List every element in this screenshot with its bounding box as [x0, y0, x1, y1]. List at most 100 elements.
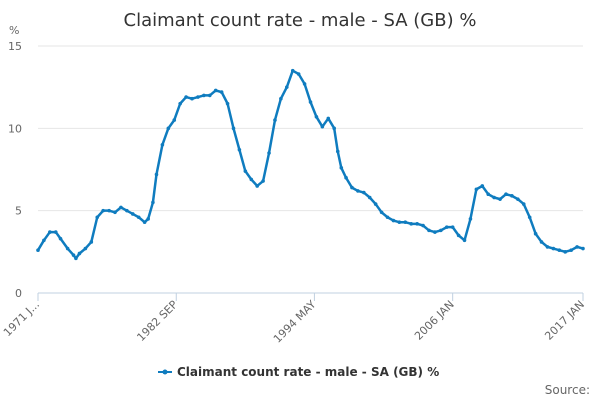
data-point[interactable] — [302, 82, 307, 86]
data-point[interactable] — [107, 208, 111, 213]
data-point[interactable] — [320, 124, 325, 129]
data-point[interactable] — [367, 195, 372, 200]
data-point[interactable] — [213, 88, 218, 93]
data-point[interactable] — [255, 184, 259, 188]
data-point[interactable] — [172, 118, 177, 122]
data-point[interactable] — [409, 222, 414, 226]
data-point[interactable] — [450, 225, 455, 229]
data-point[interactable] — [456, 233, 461, 238]
data-point[interactable] — [237, 147, 242, 152]
data-point[interactable] — [516, 197, 520, 201]
data-point[interactable] — [285, 85, 289, 89]
data-point[interactable] — [77, 251, 82, 256]
data-point[interactable] — [439, 228, 443, 233]
data-point[interactable] — [527, 215, 532, 220]
grid-lines — [38, 45, 583, 212]
data-point[interactable] — [160, 143, 165, 147]
data-point[interactable] — [521, 202, 526, 206]
data-point[interactable] — [385, 215, 390, 220]
data-point[interactable] — [184, 95, 188, 99]
data-point[interactable] — [196, 95, 200, 99]
data-point[interactable] — [474, 187, 479, 192]
data-point[interactable] — [53, 230, 58, 234]
data-point[interactable] — [379, 210, 384, 215]
data-point[interactable] — [249, 177, 254, 182]
data-point[interactable] — [290, 68, 295, 73]
data-point[interactable] — [350, 185, 354, 190]
data-point[interactable] — [462, 238, 467, 243]
data-point[interactable] — [207, 93, 212, 98]
data-point[interactable] — [510, 194, 514, 198]
x-tick-label: 2006 JAN — [412, 298, 457, 343]
data-point[interactable] — [296, 72, 301, 76]
data-point[interactable] — [563, 250, 568, 254]
data-point[interactable] — [202, 93, 206, 98]
data-point[interactable] — [362, 190, 366, 195]
data-point[interactable] — [480, 184, 485, 188]
data-point[interactable] — [504, 192, 508, 196]
data-point[interactable] — [569, 248, 573, 252]
data-point[interactable] — [444, 225, 449, 229]
data-point[interactable] — [433, 230, 437, 234]
data-point[interactable] — [498, 197, 502, 201]
data-point[interactable] — [243, 169, 248, 173]
data-point[interactable] — [113, 210, 117, 215]
data-point[interactable] — [415, 222, 419, 226]
data-point[interactable] — [373, 202, 378, 206]
data-point[interactable] — [468, 217, 473, 221]
data-point[interactable] — [146, 217, 150, 221]
data-point[interactable] — [314, 115, 319, 119]
data-point[interactable] — [279, 96, 283, 101]
data-point[interactable] — [119, 205, 123, 210]
data-point[interactable] — [58, 236, 63, 241]
data-point[interactable] — [551, 246, 556, 251]
data-point[interactable] — [125, 208, 129, 213]
data-point[interactable] — [421, 223, 425, 228]
data-point[interactable] — [261, 179, 265, 183]
data-point[interactable] — [326, 116, 331, 121]
data-point[interactable] — [486, 192, 491, 196]
data-point[interactable] — [71, 253, 76, 257]
data-point[interactable] — [308, 100, 313, 104]
data-point[interactable] — [36, 248, 40, 252]
data-point[interactable] — [332, 126, 337, 131]
data-point[interactable] — [581, 246, 585, 251]
data-point[interactable] — [344, 175, 348, 180]
legend[interactable]: Claimant count rate - male - SA (GB) % — [158, 365, 439, 379]
data-point[interactable] — [74, 256, 78, 261]
data-point[interactable] — [391, 218, 396, 223]
data-point[interactable] — [219, 90, 224, 94]
data-point[interactable] — [273, 118, 277, 122]
data-point[interactable] — [403, 220, 408, 224]
data-point[interactable] — [83, 246, 88, 251]
data-point[interactable] — [427, 228, 431, 233]
data-point[interactable] — [65, 246, 70, 251]
data-point[interactable] — [151, 200, 155, 205]
data-point[interactable] — [190, 96, 194, 101]
data-point[interactable] — [136, 215, 141, 220]
data-point[interactable] — [48, 230, 52, 234]
data-point[interactable] — [166, 126, 171, 131]
data-point[interactable] — [557, 248, 562, 252]
data-point[interactable] — [178, 101, 182, 106]
data-point[interactable] — [335, 149, 340, 154]
data-point[interactable] — [154, 172, 159, 177]
data-point[interactable] — [130, 212, 135, 216]
data-point[interactable] — [492, 195, 496, 200]
data-point[interactable] — [95, 215, 100, 220]
data-point[interactable] — [231, 126, 236, 131]
data-point[interactable] — [575, 245, 579, 249]
data-point[interactable] — [356, 189, 360, 193]
data-point[interactable] — [339, 166, 344, 170]
data-point[interactable] — [539, 240, 544, 244]
data-point[interactable] — [101, 208, 105, 213]
data-point[interactable] — [142, 220, 147, 224]
data-point[interactable] — [397, 220, 402, 224]
data-point[interactable] — [545, 245, 550, 249]
data-point[interactable] — [225, 101, 230, 106]
data-point[interactable] — [533, 231, 538, 236]
data-point[interactable] — [267, 151, 271, 155]
data-point[interactable] — [89, 240, 94, 244]
data-point[interactable] — [42, 238, 46, 243]
